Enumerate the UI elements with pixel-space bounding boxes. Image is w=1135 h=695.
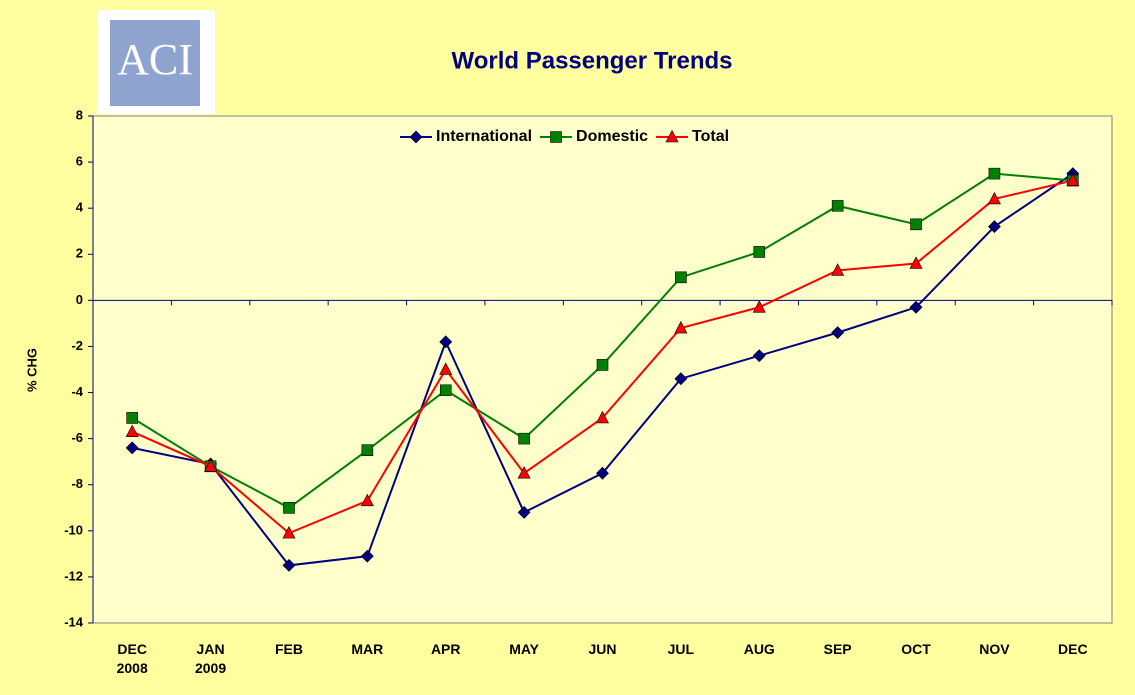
marker [596,359,609,371]
marker [831,200,844,212]
x-tick-label: MAY [509,641,540,657]
series [126,167,1079,514]
marker [1066,173,1080,186]
marker [360,493,374,507]
x-tick-label: DEC 2008 [116,641,148,676]
marker [752,349,766,363]
x-tick-label: OCT [901,641,931,657]
marker [125,424,139,438]
x-tick-label: JUL [667,641,695,657]
marker [753,246,766,258]
marker [752,300,766,313]
marker [909,256,923,269]
marker [596,466,609,480]
y-axis-label: % CHG [24,348,39,392]
x-tick-label: MAR [351,641,384,657]
x-tick-label: NOV [979,641,1010,657]
y-tick-label: 2 [76,246,83,261]
y-tick-label: 4 [76,200,84,215]
marker [674,320,688,334]
y-tick-label: 8 [76,107,83,122]
marker [125,441,139,455]
y-tick-label: -14 [64,614,84,629]
marker [439,335,453,349]
marker [909,300,923,314]
x-tick-label: SEP [823,641,852,657]
x-tick-label: FEB [274,641,303,657]
marker [283,501,295,514]
marker [204,459,218,472]
y-tick-label: 6 [76,154,83,169]
legend-marker [550,131,562,143]
y-tick-label: 0 [76,292,83,307]
y-tick-label: -6 [71,430,83,445]
marker [831,263,845,276]
x-tick-label: JUN [588,641,617,657]
marker [674,372,688,386]
marker [282,525,296,539]
y-tick-label: -10 [64,522,83,537]
marker [360,549,374,563]
x-tick-label: DEC [1058,641,1088,657]
y-tick-label: -2 [71,338,83,353]
series [125,173,1080,539]
chart-title: World Passenger Trends [452,47,733,74]
marker [517,466,531,479]
legend-label: Total [692,128,729,145]
marker [675,271,687,284]
marker [439,384,452,397]
y-tick-label: -8 [71,476,83,491]
x-tick-label: AUG [743,641,775,657]
marker [282,558,296,572]
marker [910,218,922,231]
logo-text: ACI [117,35,193,84]
marker [596,410,609,424]
marker [831,326,845,340]
marker [987,220,1001,234]
marker [987,191,1001,205]
legend-label: Domestic [576,128,648,145]
legend-marker [665,129,679,143]
y-tick-label: -12 [64,568,83,583]
legend-label: International [436,128,532,145]
y-tick-label: -4 [71,384,83,399]
marker [439,362,453,375]
marker [361,444,374,456]
x-tick-label: JAN 2009 [194,641,227,676]
marker [518,432,530,445]
x-tick-label: APR [430,641,461,657]
legend-marker [409,130,423,144]
series [125,167,1080,572]
marker [517,505,531,519]
marker [126,412,138,424]
marker [988,167,1001,180]
logo-box [110,20,200,106]
